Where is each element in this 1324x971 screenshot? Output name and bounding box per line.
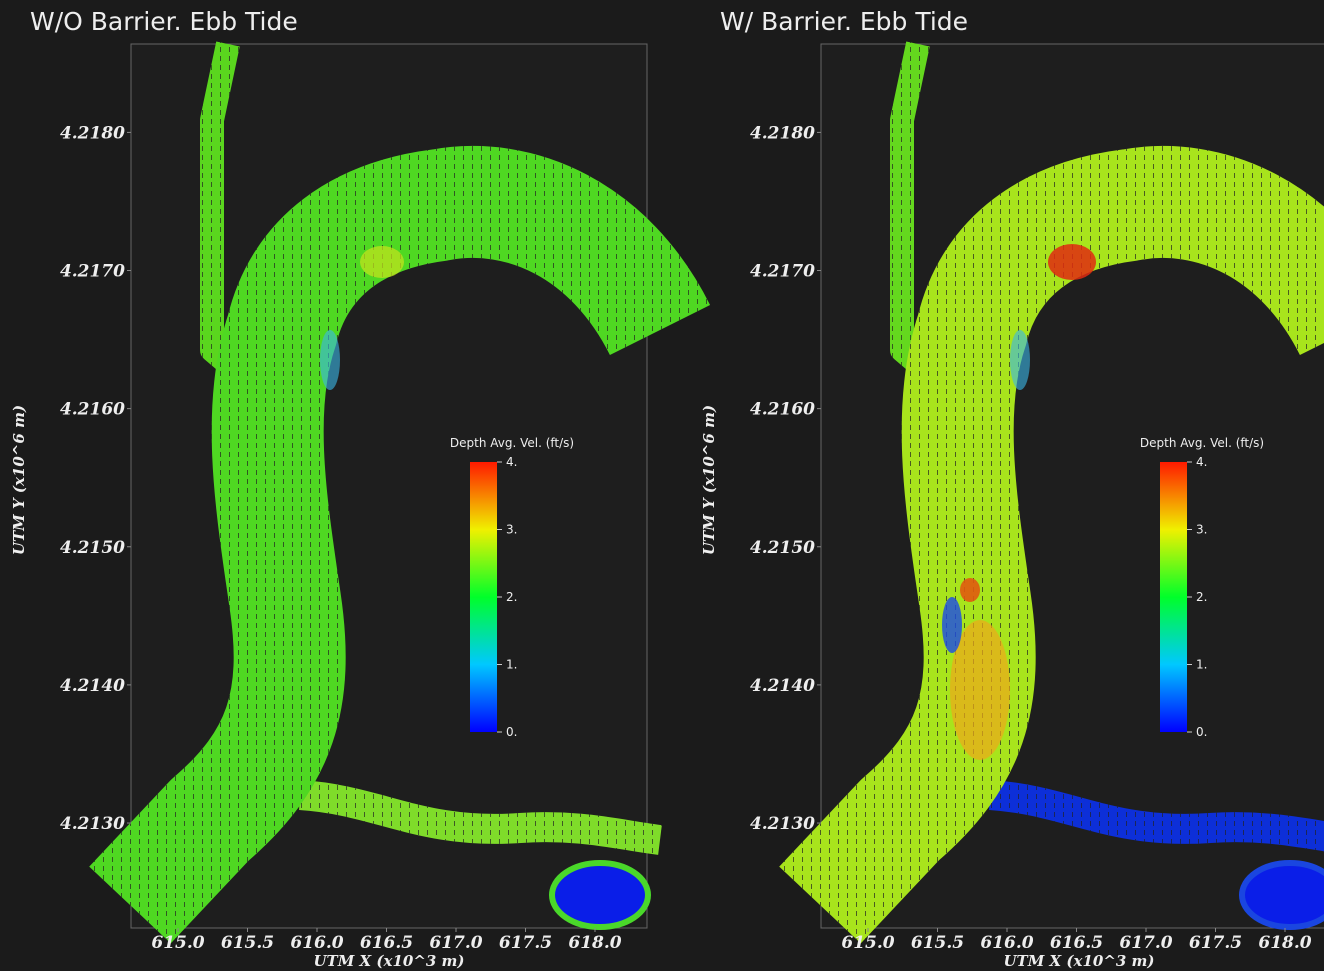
highlight <box>960 578 980 602</box>
x-tick-label: 615.5 <box>221 933 274 953</box>
x-tick-label: 616.0 <box>290 933 343 953</box>
colorbar-tick-label: 0. <box>1196 725 1207 739</box>
x-tick-label: 616.0 <box>980 933 1033 953</box>
pool <box>1242 863 1324 927</box>
y-tick-label: 4.2160 <box>750 400 815 420</box>
x-tick-label: 617.5 <box>499 933 552 953</box>
panel: W/O Barrier. Ebb Tide 4.2130 4.2140 4.2150 4… <box>10 7 660 970</box>
highlight <box>1010 330 1030 390</box>
highlight <box>1048 244 1096 280</box>
x-axis-label: UTM X (x10^3 m) <box>1003 952 1154 970</box>
y-tick-label: 4.2140 <box>750 676 815 696</box>
colorbar-title: Depth Avg. Vel. (ft/s) <box>1140 436 1264 450</box>
y-tick-label: 4.2130 <box>60 814 125 834</box>
colorbar-tick-label: 4. <box>506 455 517 469</box>
x-tick-label: 617.0 <box>1119 933 1172 953</box>
x-tick-label: 617.5 <box>1189 933 1242 953</box>
x-tick-label: 618.0 <box>1258 933 1311 953</box>
y-tick-label: 4.2170 <box>60 262 125 282</box>
x-tick-label: 617.0 <box>429 933 482 953</box>
colorbar-tick-label: 1. <box>1196 658 1207 672</box>
colorbar-tick-label: 3. <box>506 523 517 537</box>
highlight <box>320 330 340 390</box>
highlight <box>942 597 962 653</box>
x-tick-label: 616.5 <box>360 933 413 953</box>
colorbar-tick-label: 2. <box>1196 590 1207 604</box>
highlight <box>360 246 404 278</box>
x-tick-label: 618.0 <box>568 933 621 953</box>
colorbar-tick-label: 4. <box>1196 455 1207 469</box>
y-tick-label: 4.2170 <box>750 262 815 282</box>
colorbar-tick-label: 1. <box>506 658 517 672</box>
y-tick-label: 4.2150 <box>750 538 815 558</box>
colorbar <box>470 462 497 732</box>
y-tick-label: 4.2140 <box>60 676 125 696</box>
y-tick-label: 4.2180 <box>60 123 125 143</box>
y-tick-label: 4.2180 <box>750 123 815 143</box>
colorbar-title: Depth Avg. Vel. (ft/s) <box>450 436 574 450</box>
panel-title: W/ Barrier. Ebb Tide <box>720 7 968 36</box>
y-axis-label: UTM Y (x10^6 m) <box>10 405 28 555</box>
x-tick-label: 615.5 <box>911 933 964 953</box>
y-tick-label: 4.2160 <box>60 400 125 420</box>
y-axis-label: UTM Y (x10^6 m) <box>700 405 718 555</box>
y-tick-label: 4.2150 <box>60 538 125 558</box>
panel-title: W/O Barrier. Ebb Tide <box>30 7 298 36</box>
colorbar-tick-label: 2. <box>506 590 517 604</box>
colorbar <box>1160 462 1187 732</box>
colorbar-tick-label: 0. <box>506 725 517 739</box>
x-axis-label: UTM X (x10^3 m) <box>313 952 464 970</box>
x-tick-label: 616.5 <box>1050 933 1103 953</box>
figure: W/O Barrier. Ebb Tide 4.2130 4.2140 4.2150 4… <box>0 0 1324 971</box>
pool <box>552 863 648 927</box>
x-tick-label: 615.0 <box>841 933 894 953</box>
colorbar-tick-label: 3. <box>1196 523 1207 537</box>
y-tick-label: 4.2130 <box>750 814 815 834</box>
panel: W/ Barrier. Ebb Tide 4.2130 4.2140 4.2150 4.… <box>700 7 1324 970</box>
x-tick-label: 615.0 <box>151 933 204 953</box>
